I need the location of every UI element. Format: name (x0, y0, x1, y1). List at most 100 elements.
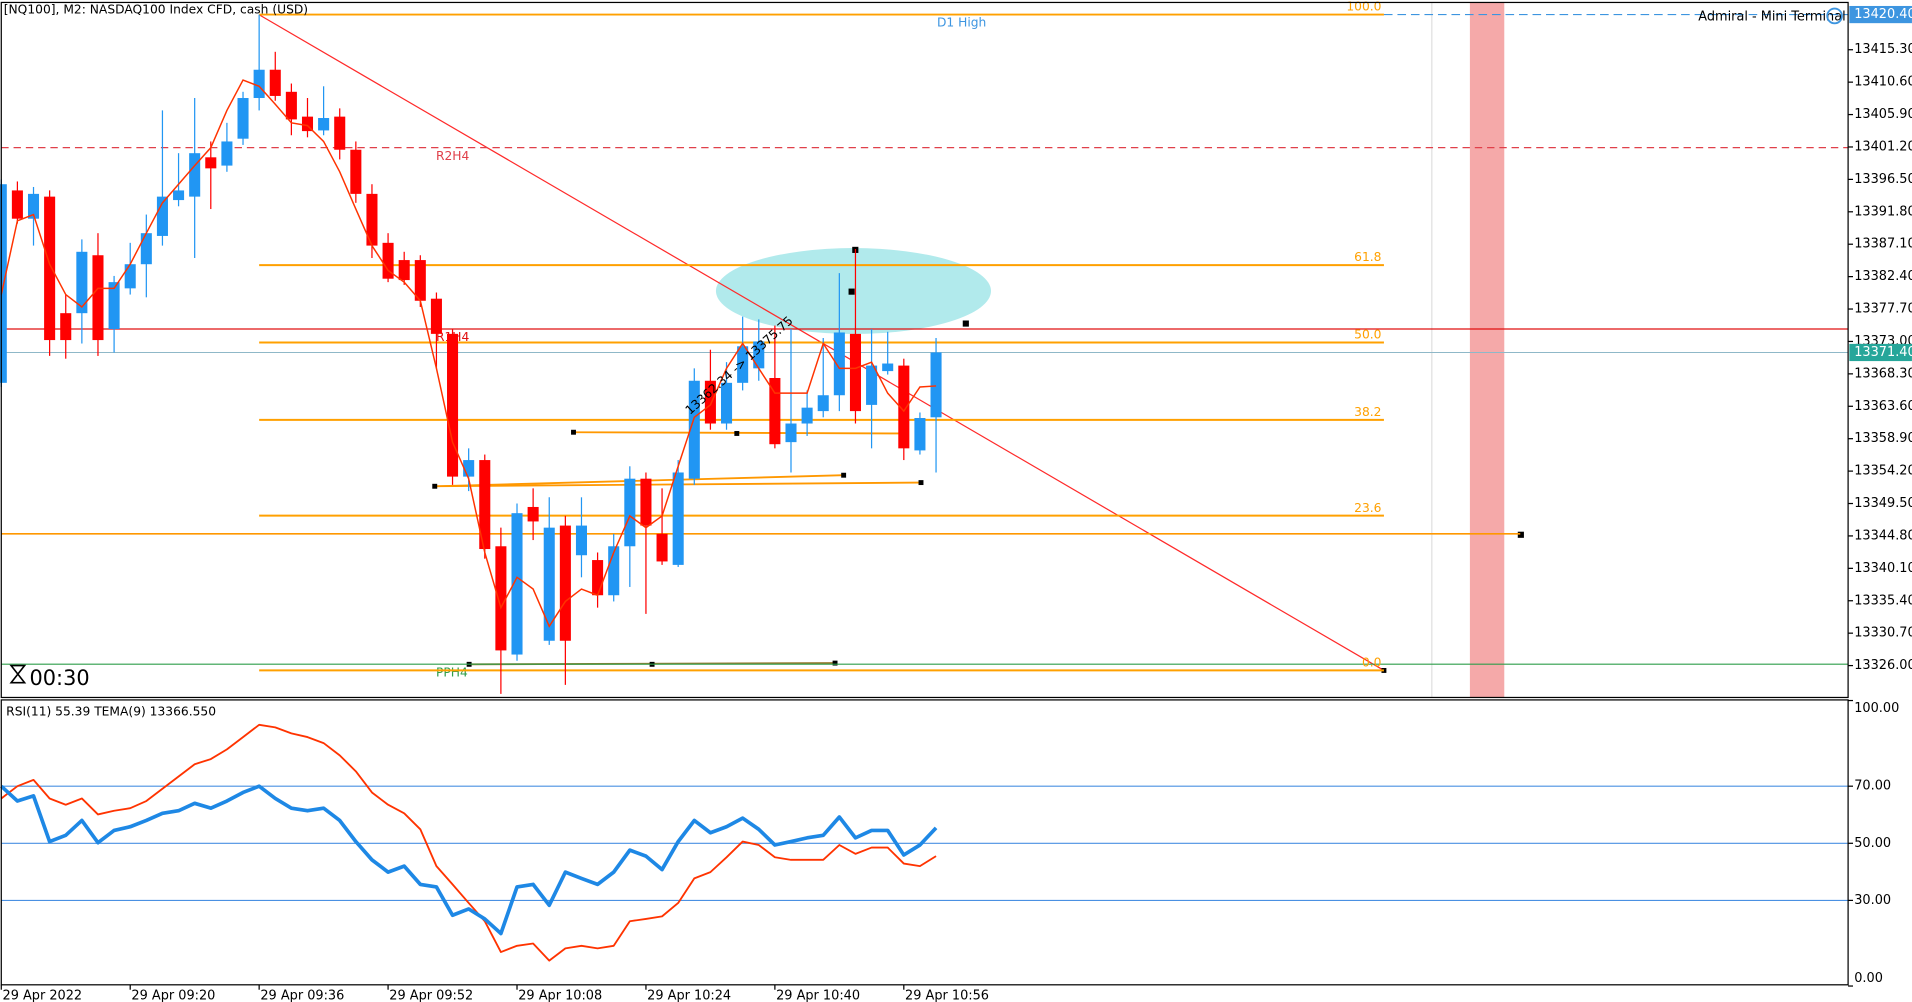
y-tick-label: 13391.80 (1854, 204, 1912, 219)
x-tick-label: 29 Apr 09:52 (389, 988, 473, 1002)
candle-body (350, 149, 362, 194)
candle-body (301, 116, 314, 132)
candle-body (237, 98, 249, 139)
candle-body (882, 363, 894, 372)
candle-body (688, 380, 700, 479)
candle-body (318, 118, 330, 131)
price-panel-frame (0, 1, 1849, 699)
highlight-band (1469, 2, 1505, 698)
y-tick-label: 50.00 (1854, 836, 1891, 851)
y-tick-label: 13396.50 (1854, 172, 1912, 187)
candle-body (898, 365, 910, 449)
price-marker-label: 13371.40 (1854, 345, 1912, 360)
candle-body (849, 333, 861, 412)
candle-body (866, 365, 878, 405)
candle-body (269, 69, 281, 96)
rsi-panel-frame (0, 699, 1849, 986)
fib-label: 0.0 (1362, 656, 1382, 670)
candle-body (769, 378, 781, 445)
candle-body (430, 298, 442, 334)
candle-body (479, 460, 491, 550)
fib-label: 38.2 (1354, 405, 1381, 419)
candle-body (108, 282, 120, 330)
y-tick-label: 13387.10 (1854, 237, 1912, 252)
y-tick-label: 13363.60 (1854, 399, 1912, 414)
candle-body (543, 527, 555, 641)
candle-body (817, 395, 829, 412)
candle-body (721, 382, 733, 424)
fib-label: 100.0 (1346, 0, 1381, 14)
candle-body (495, 546, 507, 651)
y-tick-label: 70.00 (1854, 779, 1891, 794)
y-tick-label: 13405.90 (1854, 107, 1912, 122)
candle-body (140, 233, 152, 265)
segment (435, 474, 844, 488)
candle-body (737, 346, 749, 383)
candle-body (44, 196, 56, 341)
candle-body (205, 157, 217, 169)
candle-body (559, 525, 571, 641)
candle-body (608, 546, 620, 596)
candle-body (930, 352, 942, 418)
y-tick-label: 13410.60 (1854, 75, 1912, 90)
x-tick-label: 29 Apr 09:20 (131, 988, 215, 1002)
candle-body (511, 513, 523, 655)
price-marker-label: 13420.40 (1854, 7, 1912, 22)
candle-body (221, 141, 233, 166)
y-tick-label: 13326.00 (1854, 658, 1912, 673)
candle-body (92, 255, 104, 341)
timer-icon (9, 664, 27, 684)
candle-body (156, 196, 168, 236)
candle-body (640, 478, 652, 526)
y-tick-label: 13349.50 (1854, 496, 1912, 511)
chart-title: [NQ100], M2: NASDAQ100 Index CFD, cash (… (4, 2, 308, 16)
candle-body (785, 423, 797, 443)
y-tick-label: 100.00 (1854, 701, 1899, 716)
y-tick-label: 13382.40 (1854, 269, 1912, 284)
terminal-icon[interactable] (1826, 7, 1843, 25)
y-tick-label: 13377.70 (1854, 302, 1912, 317)
candle-body (11, 190, 23, 219)
candle-body (173, 190, 185, 201)
x-tick-label: 29 Apr 10:56 (905, 988, 989, 1002)
candle-body (704, 380, 716, 424)
tema-line (0, 79, 937, 628)
candle-body (334, 116, 346, 150)
candle-body (366, 193, 378, 246)
y-tick-label: 13344.80 (1854, 528, 1912, 543)
y-tick-label: 13401.20 (1854, 139, 1912, 154)
candle-body (447, 333, 459, 477)
pivot-label: PPH4 (436, 665, 468, 679)
rsi-series-line (0, 723, 937, 962)
candle-body (60, 313, 72, 341)
candle-body (833, 332, 845, 396)
candle-body (398, 260, 410, 281)
candle-body (753, 341, 765, 369)
candle-body (27, 193, 40, 219)
y-tick-label: 13415.30 (1854, 42, 1912, 57)
price-marker (1849, 5, 1912, 24)
y-tick-label: 13340.10 (1854, 561, 1912, 576)
candle-body (124, 264, 136, 289)
candle-body (527, 506, 539, 522)
y-tick-label: 13330.70 (1854, 626, 1912, 641)
y-tick-label: 0.00 (1854, 971, 1883, 986)
d1-high-label: D1 High (937, 16, 986, 30)
y-tick-label: 13358.90 (1854, 431, 1912, 446)
rsi-title: RSI(11) 55.39 TEMA(9) 13366.550 (6, 705, 216, 719)
candle-body (285, 91, 297, 120)
candle-body (189, 153, 201, 197)
timer: 00:30 (30, 666, 90, 690)
candle-body (801, 407, 813, 424)
candle-body (76, 251, 88, 314)
pivot-label: R2H4 (436, 149, 470, 163)
terminal-label: Admiral - Mini Terminal (1698, 10, 1845, 25)
x-tick-label: 29 Apr 10:08 (518, 988, 602, 1002)
rsi-series-line (0, 784, 938, 936)
x-tick-label: 29 Apr 09:36 (260, 988, 344, 1002)
candle-body (624, 478, 636, 547)
x-tick-label: 29 Apr 2022 (3, 988, 83, 1002)
